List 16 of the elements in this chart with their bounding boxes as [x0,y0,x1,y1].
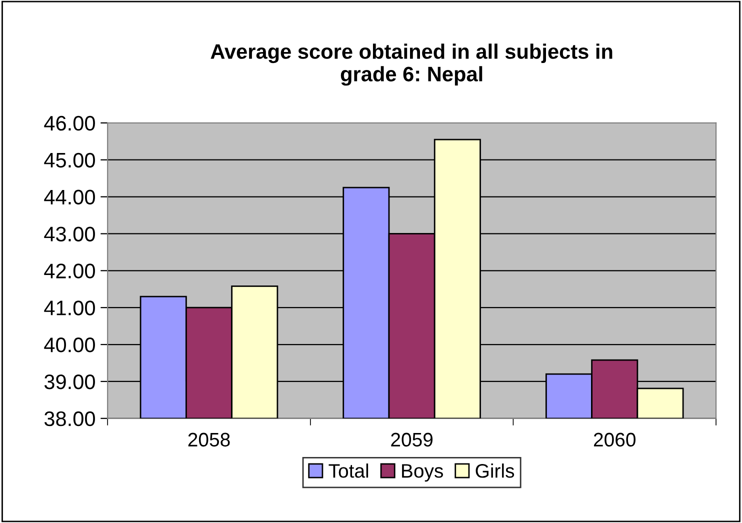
y-tick-label: 43.00 [44,226,95,242]
y-tick-label: 40.00 [44,338,95,352]
legend-label: Girls [476,464,514,478]
y-tick-label: 38.00 [44,411,95,426]
chart-title: Average score obtained in all subjects in grade 6: Nepal [210,44,612,86]
x-tick-label: 2060 [594,432,636,447]
legend-label: Boys [402,464,443,482]
y-tick-label: 42.00 [44,264,95,278]
y-tick-label: 44.00 [44,190,95,205]
x-tick-label: 2059 [391,432,433,447]
y-tick-label: 46.00 [44,116,95,131]
y-tick-label: 39.00 [44,374,95,390]
y-tick-label: 41.00 [44,300,95,316]
x-tick-label: 2058 [188,432,230,447]
y-tick-label: 45.00 [44,152,95,168]
legend-label: Total [328,464,368,478]
